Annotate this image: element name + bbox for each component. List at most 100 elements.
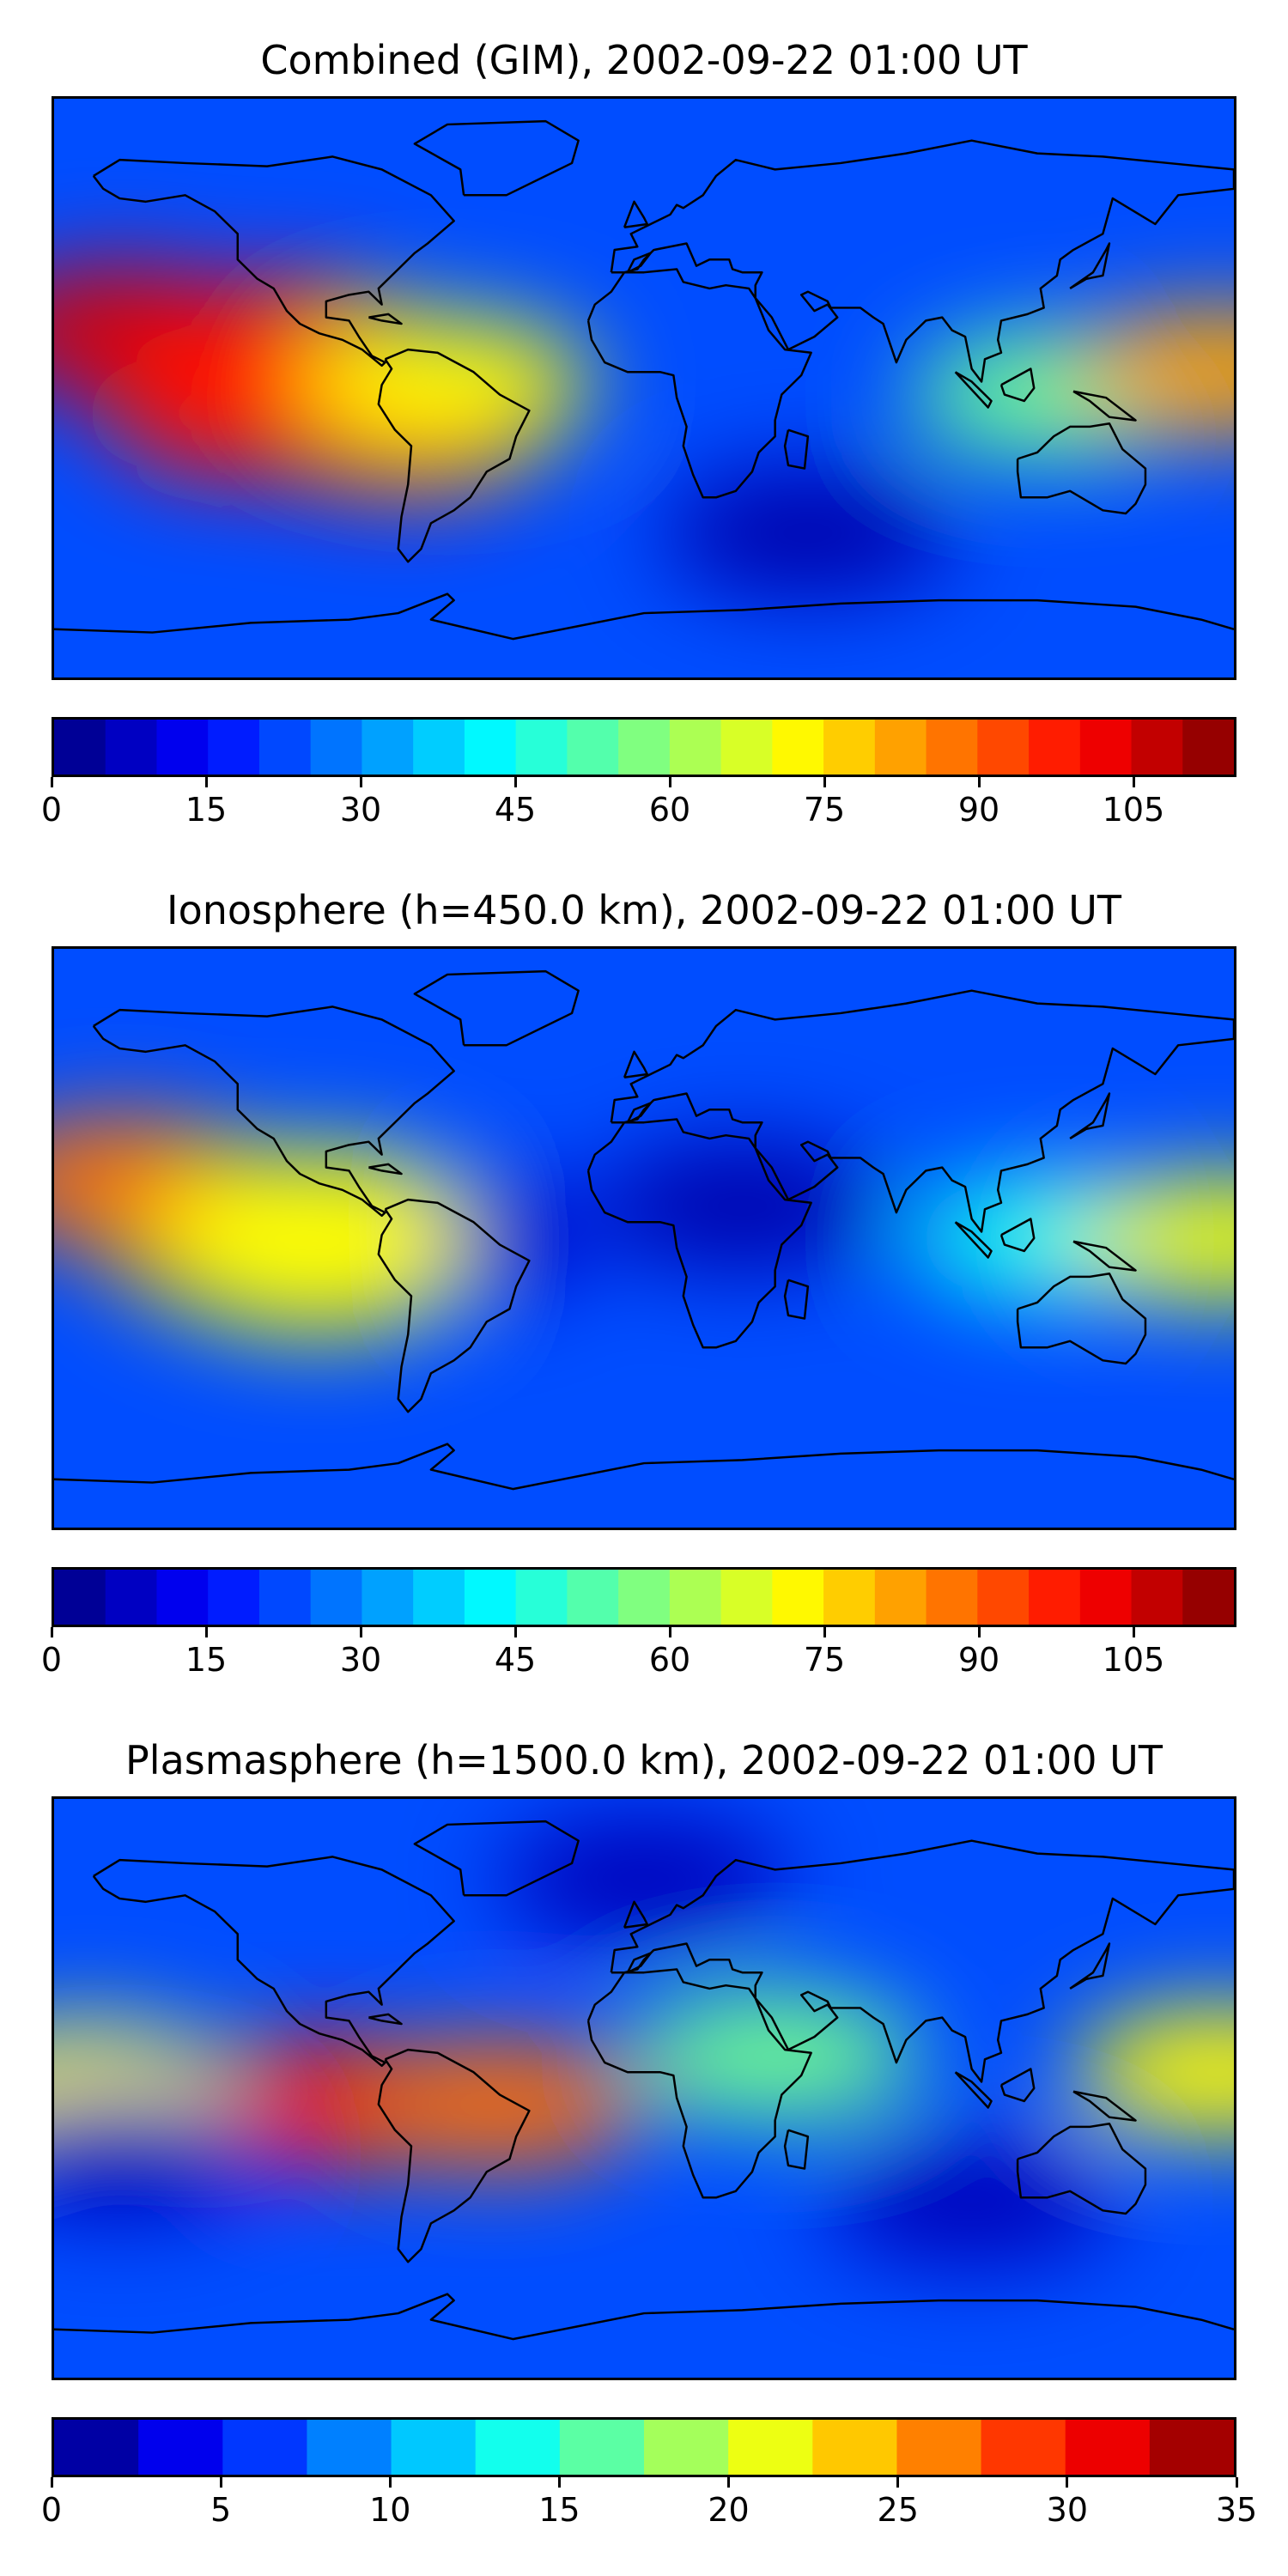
coastline	[92, 155, 455, 368]
colorbar-segment	[669, 720, 722, 775]
coastlines	[54, 969, 1234, 1491]
tick-mark	[50, 777, 53, 787]
colorbar-segment	[559, 2420, 645, 2475]
tick-label: 30	[1046, 2491, 1089, 2529]
tick-label: 15	[185, 791, 228, 829]
coastline	[623, 200, 649, 228]
tick-mark	[823, 1627, 826, 1637]
colorbar-segment	[720, 720, 773, 775]
tick-label: 105	[1102, 1641, 1165, 1679]
tick-label: 75	[803, 791, 846, 829]
tick-mark	[388, 2477, 392, 2488]
colorbar-ticks: 0 5 10 15 20 25 30 35	[41, 2477, 1257, 2529]
coastline	[368, 1163, 403, 1176]
contour-blob	[1072, 1174, 1234, 1303]
colorbar-segment	[54, 2420, 139, 2475]
tick-label: 10	[369, 2491, 411, 2529]
contour-field	[54, 266, 1234, 597]
coastline	[54, 592, 1234, 641]
coastline	[586, 268, 812, 499]
tick-label: 90	[957, 1641, 1000, 1679]
tick-mark	[823, 777, 826, 787]
colorbar-segment	[310, 1570, 363, 1625]
tick-label: 25	[877, 2491, 919, 2529]
tec-map	[52, 96, 1236, 680]
tick-label: 90	[957, 791, 1000, 829]
contour-blob	[597, 1142, 888, 1270]
colorbar-segment	[926, 720, 978, 775]
tick-label: 45	[494, 1641, 537, 1679]
coastline	[586, 1968, 812, 2199]
colorbar-segment	[413, 720, 465, 775]
colorbar-segment	[567, 720, 619, 775]
colorbar-segment	[977, 1570, 1030, 1625]
contour-blob	[301, 318, 593, 446]
coastline	[92, 1005, 455, 1218]
coastline	[954, 1221, 993, 1259]
coastline	[1016, 1272, 1147, 1365]
colorbar-segment	[823, 1570, 876, 1625]
tick-mark	[50, 2477, 53, 2488]
panel-title: Combined (GIM), 2002-09-22 01:00 UT	[260, 37, 1028, 83]
coastline	[368, 2013, 403, 2026]
colorbar-segment	[728, 2420, 813, 2475]
coastline	[626, 252, 652, 274]
colorbar-segment	[896, 2420, 982, 2475]
colorbar-segment	[310, 720, 363, 775]
coastline	[626, 1102, 652, 1124]
colorbar-segment	[307, 2420, 392, 2475]
colorbar	[52, 2417, 1236, 2477]
coastline	[377, 1198, 531, 1413]
colorbar-segment	[1065, 2420, 1151, 2475]
coastline	[610, 989, 1234, 1233]
colorbar-segment	[54, 720, 106, 775]
colorbar-segment	[515, 720, 568, 775]
coastline	[586, 1118, 812, 1349]
tick-mark	[896, 2477, 900, 2488]
colorbar-ticks: 0 15 30 45 60 75 90 105	[41, 777, 1236, 829]
coastline	[1069, 1942, 1111, 1990]
contour-blob	[350, 2040, 642, 2169]
colorbar	[52, 717, 1236, 777]
colorbar-segment	[812, 2420, 898, 2475]
coastline	[413, 969, 580, 1047]
colorbar-segment	[413, 1570, 465, 1625]
tick-label: 15	[185, 1641, 228, 1679]
colorbar-segment	[391, 2420, 477, 2475]
tick-mark	[727, 2477, 731, 2488]
colorbar-segment	[874, 1570, 927, 1625]
colorbar-segment	[618, 1570, 671, 1625]
tick-label: 15	[538, 2491, 580, 2529]
coastline	[999, 2068, 1036, 2103]
colorbar-segment	[1182, 720, 1234, 775]
panel-title: Plasmasphere (h=1500.0 km), 2002-09-22 0…	[125, 1737, 1163, 1783]
colorbar-segment	[464, 1570, 517, 1625]
coastline	[1016, 2122, 1147, 2215]
tick-mark	[219, 2477, 222, 2488]
colorbar-segment	[361, 1570, 414, 1625]
coastline	[783, 2129, 810, 2170]
colorbar-segment	[926, 1570, 978, 1625]
contour-blob	[629, 1992, 920, 2120]
tick-label: 30	[339, 1641, 382, 1679]
tick-label: 0	[40, 791, 63, 829]
tick-label: 0	[40, 2491, 63, 2529]
tick-label: 30	[339, 791, 382, 829]
coastline	[954, 371, 993, 409]
tick-label: 60	[648, 1641, 691, 1679]
coastline	[413, 1820, 580, 1897]
coastline	[783, 428, 810, 470]
coastline	[54, 1443, 1234, 1491]
tick-mark	[1066, 2477, 1069, 2488]
tick-mark	[513, 1627, 517, 1637]
contour-blob	[54, 2088, 265, 2217]
tick-mark	[204, 1627, 208, 1637]
coastlines	[54, 1820, 1234, 2341]
colorbar-segment	[1131, 720, 1183, 775]
contour-field	[54, 1815, 1234, 2265]
coastline	[413, 119, 580, 197]
coastline	[999, 368, 1036, 403]
colorbar-segment	[823, 720, 876, 775]
colorbar-segment	[772, 1570, 824, 1625]
colorbar-segment	[475, 2420, 561, 2475]
